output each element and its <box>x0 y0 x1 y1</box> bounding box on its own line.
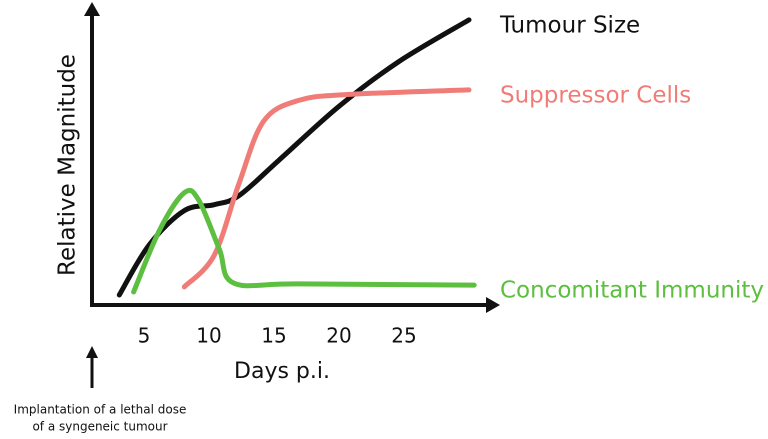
legend-label: Tumour Size <box>499 12 640 38</box>
series-line <box>116 17 472 298</box>
series-line <box>131 187 477 295</box>
x-tick-label: 10 <box>196 324 221 348</box>
x-tick-label: 25 <box>391 324 416 348</box>
x-axis-arrow <box>486 297 500 313</box>
y-axis-arrow <box>84 2 100 16</box>
y-axis-label: Relative Magnitude <box>55 54 81 276</box>
annotation: Implantation of a lethal dose <box>14 403 187 417</box>
x-tick-label: 15 <box>261 324 286 348</box>
x-axis-label: Days p.i. <box>234 359 330 384</box>
x-tick-label: 20 <box>326 324 351 348</box>
legend-label: Concomitant Immunity <box>500 278 764 304</box>
x-tick-label: 5 <box>138 324 151 348</box>
series-line <box>181 87 472 290</box>
implant-arrowhead <box>86 346 98 358</box>
annotation: of a syngeneic tumour <box>32 420 167 434</box>
legend-label: Suppressor Cells <box>500 82 691 108</box>
